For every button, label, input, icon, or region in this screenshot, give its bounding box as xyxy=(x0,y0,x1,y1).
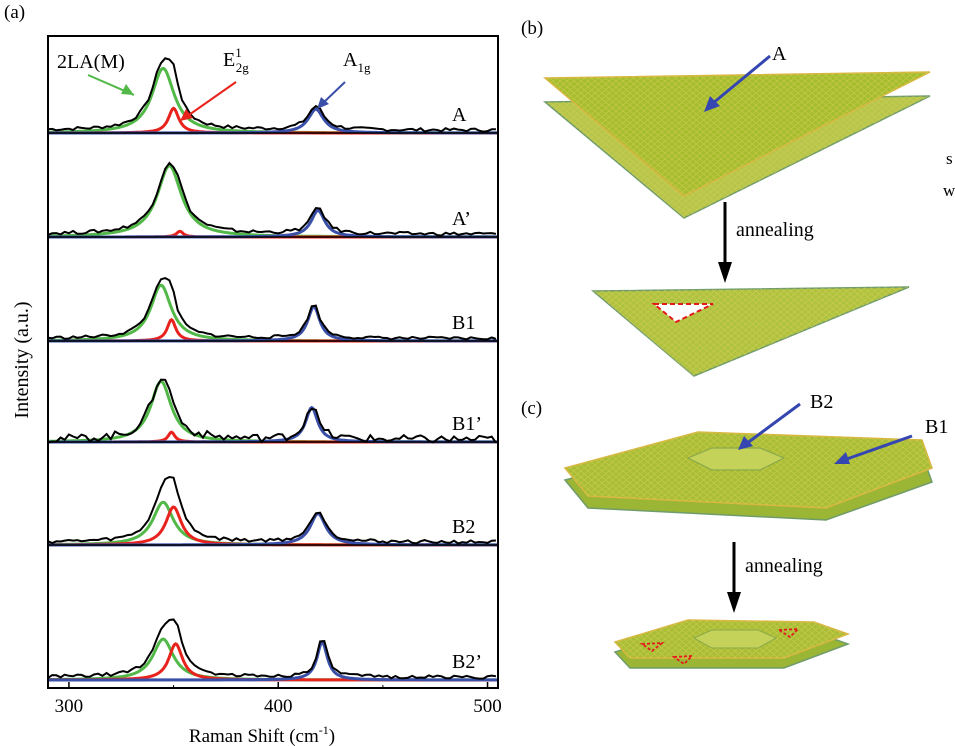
peak-label-2la: 2LA(M) xyxy=(57,51,125,73)
y-axis-label: Intensity (a.u.) xyxy=(11,301,33,418)
plot-frame xyxy=(47,35,499,689)
defect-bottom xyxy=(671,654,695,666)
arrow-a1g xyxy=(321,81,346,105)
arrow-A-head xyxy=(704,96,720,112)
label-B1: B1 xyxy=(925,416,948,438)
spectrum-label: A’ xyxy=(452,208,471,230)
peak-label-e2g: E1 2g xyxy=(223,45,249,75)
defect-right xyxy=(776,627,801,639)
fit-2la-peak xyxy=(48,164,498,239)
panel-a-label: (a) xyxy=(4,2,25,23)
x-tick-label: 400 xyxy=(264,696,293,717)
annealing-label-2: annealing xyxy=(745,555,823,577)
arrow-e2g-head xyxy=(180,109,193,121)
arrow-B2 xyxy=(745,402,801,446)
arrow-2la-head xyxy=(121,84,134,95)
edge-text-1: s xyxy=(946,149,953,168)
measured-spectrum xyxy=(47,475,496,545)
spectrum-B1’: B1’ xyxy=(47,378,498,444)
annealed-hexagonal-bilayer xyxy=(613,619,851,669)
spectrum-label: B2 xyxy=(452,516,475,538)
spectrum-label: B1’ xyxy=(452,413,482,435)
hexagonal-bilayer-sheet xyxy=(563,431,933,521)
spectrum-B1: B1 xyxy=(47,277,498,343)
fit-2la-peak xyxy=(48,283,498,343)
arrow-A xyxy=(711,54,771,106)
spectrum-label: B2’ xyxy=(452,651,482,673)
defect-left xyxy=(639,641,665,653)
annealing-label-1: annealing xyxy=(736,219,814,241)
x-axis-label: Raman Shift (cm-1) xyxy=(189,723,335,746)
measured-spectrum xyxy=(47,277,497,341)
spectrum-B2’: B2’ xyxy=(47,618,498,682)
panel-b-label: (b) xyxy=(521,18,543,39)
annealing-arrow-1-head xyxy=(718,262,732,283)
spectrum-B2: B2 xyxy=(47,475,498,547)
arrow-B1-head xyxy=(834,452,850,464)
edge-text-2: w xyxy=(943,181,955,200)
fit-2la-peak xyxy=(48,66,498,135)
measured-spectrum xyxy=(47,618,497,680)
top-island-B2 xyxy=(686,447,786,471)
spectrum-label: A xyxy=(452,104,467,126)
fit-a1g-peak xyxy=(48,639,498,682)
arrow-B1 xyxy=(843,434,913,462)
panel-c-label: (c) xyxy=(521,398,542,419)
spectrum-A’: A’ xyxy=(47,161,498,239)
monolayer-triangle-sheet xyxy=(590,286,910,377)
arrow-a1g-head xyxy=(317,97,329,109)
x-tick-label: 300 xyxy=(55,696,84,717)
bilayer-triangle-sheet xyxy=(542,71,931,219)
x-axis: 300 400 500 xyxy=(55,682,502,717)
raman-spectra-plot: A A’ B1 B1’ B2 B2’ xyxy=(47,57,498,682)
measured-spectrum xyxy=(47,378,497,444)
peak-label-a1g: A1g xyxy=(343,49,371,75)
spectrum-label: B1 xyxy=(452,312,475,334)
x-tick-label: 500 xyxy=(473,696,502,717)
label-A: A xyxy=(772,43,787,65)
label-B2: B2 xyxy=(810,391,833,413)
plot-border xyxy=(47,35,499,689)
arrow-B2-head xyxy=(738,436,753,450)
measured-spectrum xyxy=(47,57,496,133)
triangular-defect xyxy=(651,303,714,324)
measured-spectrum xyxy=(47,161,497,237)
annealing-arrow-2-head xyxy=(727,592,741,613)
arrow-e2g xyxy=(185,81,237,118)
